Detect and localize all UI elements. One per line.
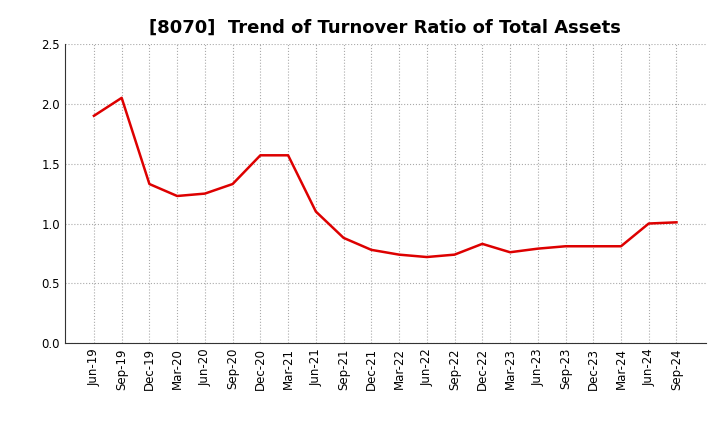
Title: [8070]  Trend of Turnover Ratio of Total Assets: [8070] Trend of Turnover Ratio of Total … [149, 19, 621, 37]
